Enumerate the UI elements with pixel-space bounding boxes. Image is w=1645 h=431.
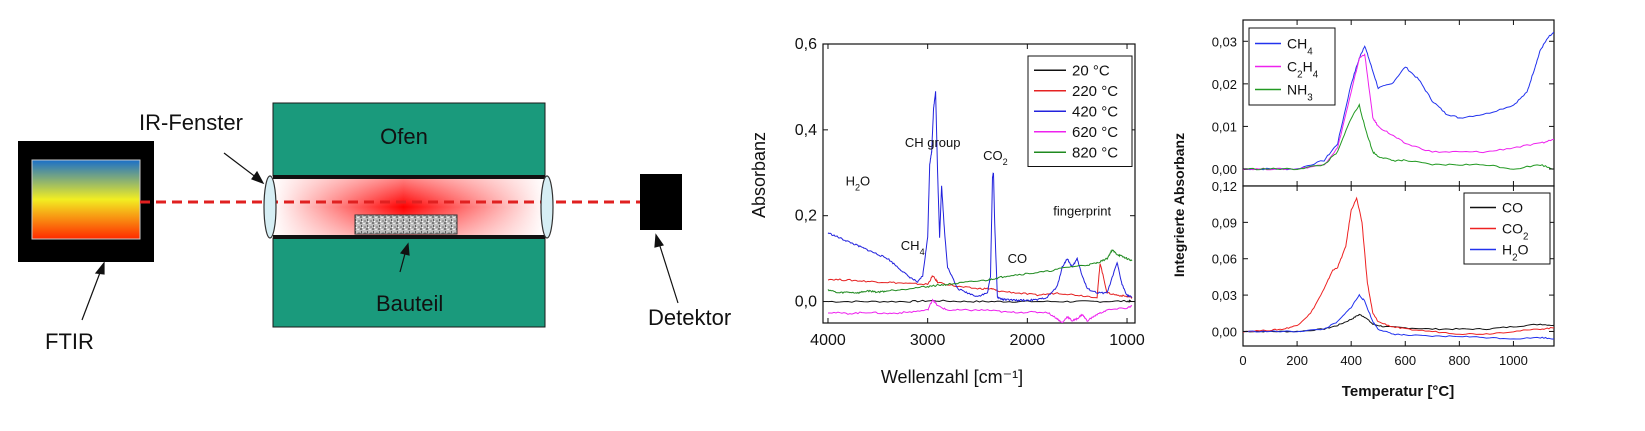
y-tick-label: 0,02	[1212, 77, 1237, 92]
series-line-spectrum-3	[828, 298, 1133, 323]
legend-entry: NH3	[1287, 82, 1313, 104]
legend-entry: 20 °C	[1072, 63, 1110, 80]
series-line-bottom-1	[1243, 196, 1554, 336]
ir-window-left	[263, 175, 277, 239]
x-tick-label: 1000	[1109, 332, 1145, 349]
spectrum-annotation: CH group	[905, 135, 961, 150]
detector-label: Detektor	[648, 305, 731, 330]
detector-box	[640, 174, 682, 230]
part-sample	[354, 214, 458, 235]
legend-entry: CO	[1502, 200, 1523, 216]
y-tick-label: 0,4	[795, 122, 817, 139]
series-line-spectrum-1	[827, 263, 1133, 300]
x-tick-label: 400	[1340, 353, 1362, 368]
y-tick-label: 0,0	[795, 294, 817, 311]
gas-species-bottom-chart: 0,00 0,03 0,06 0,09 0,12 0 200 400 600 800 1000 C…	[1171, 133, 1555, 400]
legend-entry: CO2	[1502, 221, 1528, 243]
y-tick-label: 0,00	[1212, 324, 1237, 339]
x-tick-label: 4000	[810, 332, 846, 349]
setup-diagram: FTIR IR-Fenster Ofen Bauteil Detektor	[18, 102, 731, 354]
series-line-bottom-2	[1243, 293, 1554, 340]
x-tick-label: 200	[1286, 353, 1308, 368]
x-tick-label: 800	[1448, 353, 1470, 368]
series-line-top-2	[1243, 103, 1554, 171]
x-tick-label: 1000	[1499, 353, 1528, 368]
legend-entry: H2O	[1502, 242, 1529, 263]
ir-window-label: IR-Fenster	[139, 110, 243, 135]
spectrum-annotation: H2O	[846, 174, 871, 193]
x-tick-label: 2000	[1010, 332, 1046, 349]
ftir-label: FTIR	[45, 329, 94, 354]
y-tick-label: 0,06	[1212, 252, 1237, 267]
y-tick-label: 0,03	[1212, 34, 1237, 49]
x-tick-label: 3000	[910, 332, 946, 349]
x-tick-label: 600	[1394, 353, 1416, 368]
spectrum-y-axis-label: Absorbanz	[749, 132, 769, 218]
legend-entry: 620 °C	[1072, 124, 1118, 141]
ir-window-right	[540, 175, 554, 239]
y-tick-label: 0,2	[795, 208, 817, 225]
legend-entry: CH4	[1287, 36, 1313, 58]
temperature-x-axis-label: Temperatur [°C]	[1342, 383, 1454, 400]
y-tick-label: 0,09	[1212, 215, 1237, 230]
series-line-top-0	[1243, 32, 1554, 171]
y-tick-label: 0,6	[795, 36, 817, 53]
oven-top	[272, 102, 546, 177]
spectrum-annotation: CO	[1008, 251, 1028, 266]
series-line-spectrum-0	[827, 299, 1132, 304]
y-tick-label: 0,00	[1212, 162, 1237, 177]
y-tick-label: 0,01	[1212, 119, 1237, 134]
legend-entry: 820 °C	[1072, 145, 1118, 162]
y-tick-label: 0,03	[1212, 288, 1237, 303]
oven-label: Ofen	[380, 124, 428, 149]
legend-entry: C2H4	[1287, 59, 1319, 81]
ftir-spectrum-chart: 4000 3000 2000 1000 0,0 0,2 0,4 0,6 H2O CH grou…	[749, 36, 1145, 387]
x-tick-label: 0	[1239, 353, 1246, 368]
spectrum-annotation: CH4	[901, 238, 925, 257]
spectrum-annotation: CO2	[983, 148, 1008, 167]
y-tick-label: 0,12	[1212, 179, 1237, 194]
spectrum-x-axis-label: Wellenzahl [cm⁻¹]	[881, 367, 1023, 387]
series-line-spectrum-4	[827, 249, 1133, 295]
series-line-spectrum-2	[827, 91, 1132, 302]
legend-entry: 420 °C	[1072, 104, 1118, 121]
legend-entry: 220 °C	[1072, 83, 1118, 100]
spectrum-annotation: fingerprint	[1053, 204, 1111, 219]
ftir-spectrum-gradient	[31, 159, 141, 240]
integrated-absorbance-y-axis-label: Integrierte Absorbanz	[1171, 133, 1187, 277]
part-label: Bauteil	[376, 291, 443, 316]
